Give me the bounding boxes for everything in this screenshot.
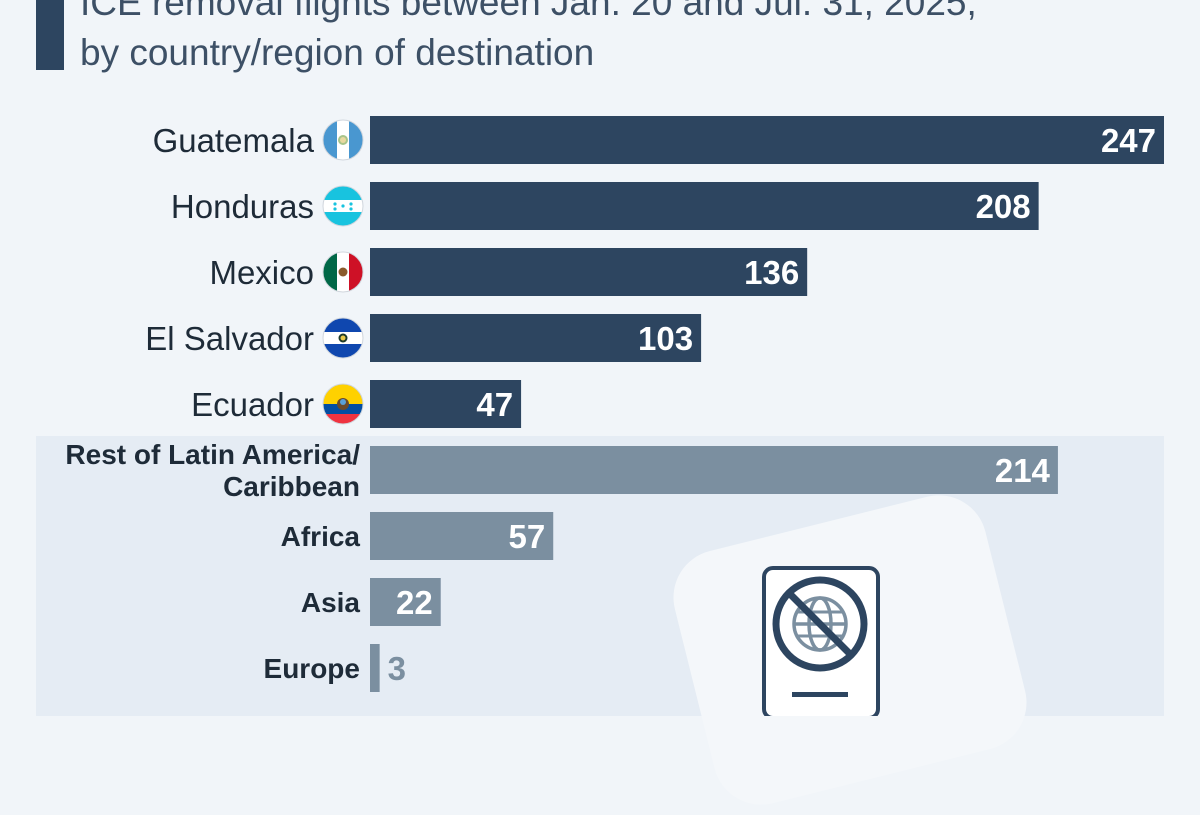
value-label-mexico: 136 — [744, 254, 799, 291]
guatemala-flag-icon — [322, 119, 364, 161]
value-label-africa: 57 — [509, 518, 546, 555]
category-label-rest-of-latin-america-caribbean: Rest of Latin America/Caribbean — [65, 439, 360, 502]
honduras-flag-icon — [322, 185, 364, 227]
title-accent-bar — [36, 0, 64, 70]
bar-africa — [370, 512, 554, 560]
category-label-honduras: Honduras — [171, 188, 314, 225]
bar-el-salvador — [370, 314, 702, 362]
category-label-asia: Asia — [301, 587, 361, 618]
category-label-guatemala: Guatemala — [153, 122, 315, 159]
bar-europe — [370, 644, 380, 692]
category-label-el-salvador: El Salvador — [145, 320, 314, 357]
bar-ecuador — [370, 380, 522, 428]
ecuador-flag-icon — [322, 383, 364, 425]
category-label-ecuador: Ecuador — [191, 386, 314, 423]
bar-chart: 247 Guatemala 208 Honduras 136 Mexico 103 El Sa… — [65, 116, 1164, 692]
bar-asia — [370, 578, 441, 626]
value-label-rest-of-latin-america-caribbean: 214 — [995, 452, 1051, 489]
value-label-el-salvador: 103 — [638, 320, 693, 357]
chart-title-line-1: ICE removal flights between Jan. 20 and … — [80, 0, 977, 23]
bar-rest-of-latin-america-caribbean — [370, 446, 1058, 494]
no-passport-icon — [762, 566, 880, 716]
category-label-europe: Europe — [264, 653, 360, 684]
bar-honduras — [370, 182, 1039, 230]
bar-mexico — [370, 248, 808, 296]
chart-title-line-2: by country/region of destination — [80, 32, 595, 73]
mexico-flag-icon — [322, 251, 364, 293]
value-label-honduras: 208 — [976, 188, 1031, 225]
el-salvador-flag-icon — [322, 317, 364, 359]
value-label-guatemala: 247 — [1101, 122, 1156, 159]
chart-title: ICE removal flights between Jan. 20 and … — [80, 0, 1180, 78]
category-label-mexico: Mexico — [209, 254, 314, 291]
category-label-africa: Africa — [281, 521, 361, 552]
bar-guatemala — [370, 116, 1164, 164]
value-label-ecuador: 47 — [476, 386, 513, 423]
value-label-asia: 22 — [396, 584, 433, 621]
value-label-europe: 3 — [388, 650, 406, 687]
